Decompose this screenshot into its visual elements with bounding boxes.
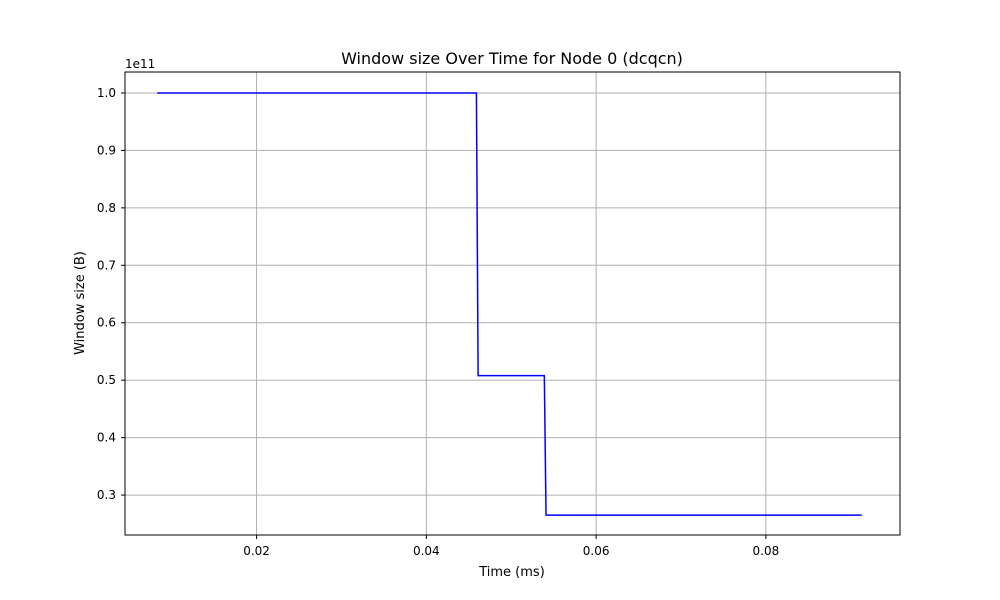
y-tick-label: 1.0 [97,86,116,100]
x-tick-label: 0.06 [583,544,610,558]
y-tick-label: 0.7 [97,258,116,272]
y-tick-label: 0.3 [97,488,116,502]
tick-layer: 0.02 0.04 0.06 0.08 0.3 0.4 0.5 0.6 0.7 0.8 0.9 1.0 [97,86,779,558]
y-axis-label: Window size (B) [73,251,88,355]
axes-layer [124,71,901,536]
y-tick-label: 0.9 [97,143,116,157]
y-tick-label: 0.6 [97,316,116,330]
y-tick-label: 0.5 [97,373,116,387]
x-tick-label: 0.02 [243,544,270,558]
y-axis-offset-text: 1e11 [125,57,155,71]
x-tick-label: 0.04 [413,544,440,558]
x-axis-label: Time (ms) [478,565,545,580]
plot-frame [124,71,901,536]
series-layer [157,92,862,516]
y-tick-label: 0.8 [97,201,116,215]
x-tick-label: 0.08 [753,544,780,558]
chart-title: Window size Over Time for Node 0 (dcqcn) [341,49,683,68]
y-tick-label: 0.4 [97,431,116,445]
series-line [157,92,862,516]
